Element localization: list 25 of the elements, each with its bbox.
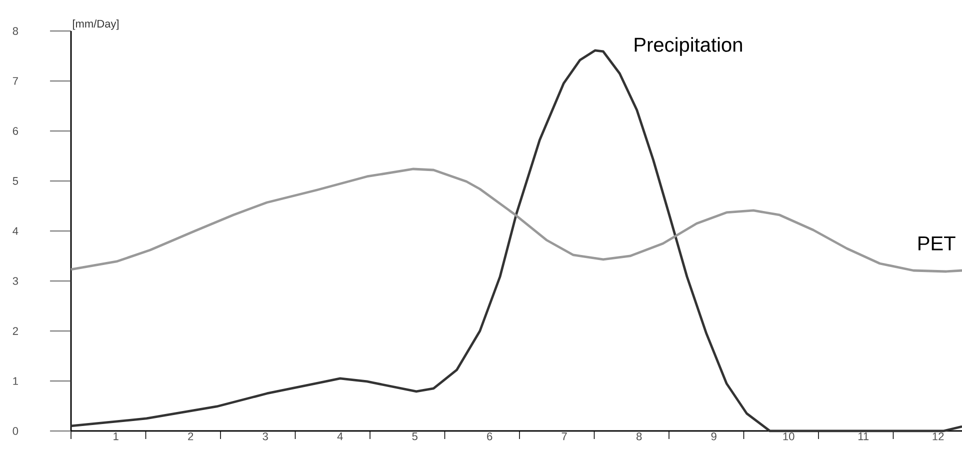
y-tick-label: 5 [12,177,18,185]
y-tick-label: 2 [12,327,18,335]
x-tick-label: 10 [783,432,794,440]
y-tick-label: 0 [12,427,18,435]
x-tick-label: 6 [487,432,492,440]
y-tick-label: 3 [12,277,18,285]
x-tick-label: 4 [337,432,343,440]
x-tick-label: 7 [562,432,567,440]
series-label: PET [918,236,956,250]
y-tick-label: 1 [13,377,18,385]
x-tick-label: 8 [636,432,642,440]
series-label: Precipitation [634,37,742,56]
x-tick-label: 5 [412,432,418,440]
y-tick-label: 4 [12,227,18,235]
x-tick-label: 3 [262,432,268,440]
x-tick-label: 9 [711,432,716,440]
y-tick-label: 7 [12,77,18,85]
line-series [70,168,962,273]
x-tick-label: 12 [932,432,944,440]
x-tick-label: 2 [188,432,194,440]
y-axis-title: [mm/Day] [72,20,118,30]
y-tick-label: 6 [12,127,18,135]
y-tick-label: 8 [12,27,18,35]
x-tick-label: 1 [114,432,118,440]
x-tick-label: 11 [858,432,869,440]
